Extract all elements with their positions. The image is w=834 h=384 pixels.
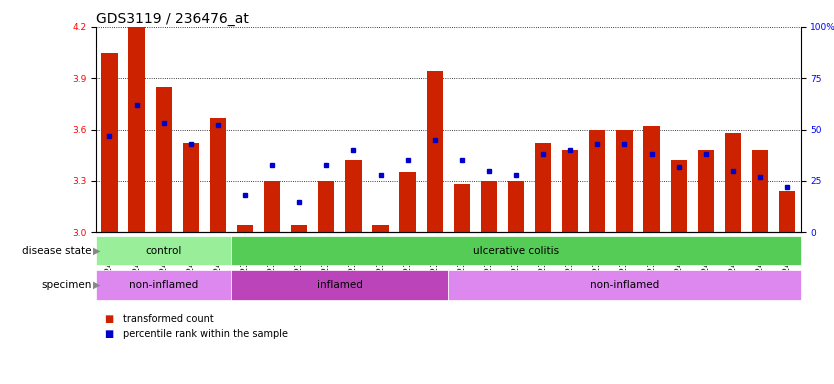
Text: inflamed: inflamed xyxy=(317,280,363,290)
Bar xyxy=(697,150,714,232)
Text: GDS3119 / 236476_at: GDS3119 / 236476_at xyxy=(96,12,249,26)
Text: ▶: ▶ xyxy=(93,280,101,290)
Text: ulcerative colitis: ulcerative colitis xyxy=(473,245,559,256)
Bar xyxy=(589,130,605,232)
Text: disease state: disease state xyxy=(23,245,92,256)
Bar xyxy=(102,53,118,232)
Bar xyxy=(264,181,280,232)
Text: control: control xyxy=(145,245,182,256)
Text: specimen: specimen xyxy=(42,280,92,290)
Bar xyxy=(562,150,579,232)
Bar xyxy=(183,143,199,232)
Bar xyxy=(210,118,226,232)
Bar xyxy=(372,225,389,232)
FancyBboxPatch shape xyxy=(232,270,449,300)
FancyBboxPatch shape xyxy=(449,270,801,300)
Bar xyxy=(319,181,334,232)
Bar xyxy=(752,150,768,232)
Text: transformed count: transformed count xyxy=(123,314,214,324)
Bar xyxy=(508,181,525,232)
Text: ▶: ▶ xyxy=(93,245,101,256)
FancyBboxPatch shape xyxy=(96,236,232,265)
Bar xyxy=(779,191,796,232)
Bar xyxy=(128,27,145,232)
Text: non-inflamed: non-inflamed xyxy=(590,280,659,290)
Bar xyxy=(535,143,551,232)
Bar xyxy=(345,161,361,232)
Bar xyxy=(644,126,660,232)
Bar xyxy=(454,184,470,232)
Bar xyxy=(155,87,172,232)
Bar xyxy=(616,130,633,232)
FancyBboxPatch shape xyxy=(96,270,232,300)
Text: percentile rank within the sample: percentile rank within the sample xyxy=(123,329,288,339)
FancyBboxPatch shape xyxy=(232,236,801,265)
Bar xyxy=(399,172,415,232)
Bar xyxy=(237,225,254,232)
Bar xyxy=(480,181,497,232)
Bar xyxy=(291,225,307,232)
Text: ■: ■ xyxy=(104,314,113,324)
Bar xyxy=(725,133,741,232)
Text: ■: ■ xyxy=(104,329,113,339)
Bar xyxy=(671,161,687,232)
Bar xyxy=(426,71,443,232)
Text: non-inflamed: non-inflamed xyxy=(129,280,198,290)
